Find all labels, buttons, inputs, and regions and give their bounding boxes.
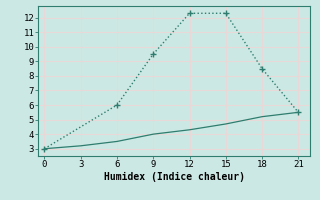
X-axis label: Humidex (Indice chaleur): Humidex (Indice chaleur) — [104, 172, 245, 182]
